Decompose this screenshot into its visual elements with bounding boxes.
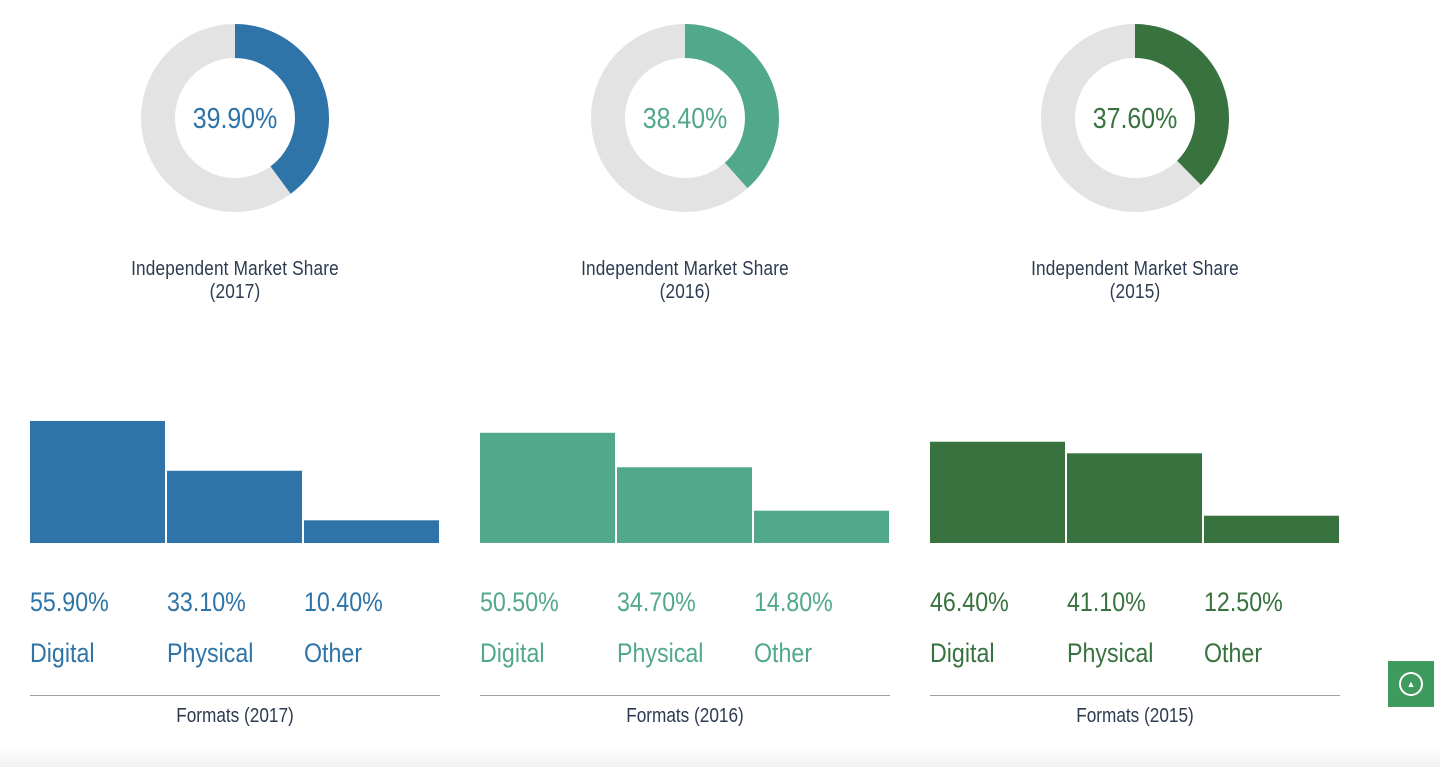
divider: [930, 695, 1340, 696]
stat-digital: 55.90% Digital: [30, 545, 166, 669]
stat-value: 10.40%: [304, 587, 383, 617]
formats-bars-svg: [480, 432, 889, 543]
donut-value-label: 39.90%: [193, 102, 278, 134]
formats-chart-2017: 55.90% Digital 33.10% Physical 10.40% Ot…: [30, 405, 440, 727]
bar-physical: [167, 470, 302, 543]
stat-value: 41.10%: [1067, 587, 1146, 617]
formats-caption: Formats (2017): [176, 705, 294, 727]
formats-caption: Formats (2015): [1076, 705, 1194, 727]
stat-physical: 41.10% Physical: [1067, 545, 1203, 669]
formats-caption: Formats (2016): [626, 705, 744, 727]
formats-chart-2015: 46.40% Digital 41.10% Physical 12.50% Ot…: [930, 405, 1340, 727]
bar-digital: [480, 432, 615, 543]
donut-caption: Independent Market Share (2017): [131, 258, 339, 303]
formats-stats: 55.90% Digital 33.10% Physical 10.40% Ot…: [30, 545, 440, 695]
stat-label: Physical: [1067, 638, 1154, 668]
donut-svg-2015: 37.60%: [1041, 24, 1229, 212]
stat-label: Digital: [480, 638, 545, 668]
donut-arc: [1041, 24, 1229, 212]
formats-chart-2016: 50.50% Digital 34.70% Physical 14.80% Ot…: [480, 405, 890, 727]
stat-digital: 50.50% Digital: [480, 545, 616, 669]
formats-bars-svg: [930, 441, 1339, 543]
stat-value: 14.80%: [754, 587, 833, 617]
bar-other: [1204, 515, 1339, 543]
stat-value: 55.90%: [30, 587, 109, 617]
stat-label: Digital: [930, 638, 995, 668]
donut-chart-2015: 37.60% Independent Market Share (2015): [985, 18, 1285, 304]
stat-other: 12.50% Other: [1204, 545, 1340, 669]
bar-other: [754, 510, 889, 543]
formats-stats: 46.40% Digital 41.10% Physical 12.50% Ot…: [930, 545, 1340, 695]
stat-label: Physical: [167, 638, 254, 668]
divider: [480, 695, 890, 696]
bar-digital: [930, 441, 1065, 543]
bar-physical: [1067, 453, 1202, 543]
stat-value: 33.10%: [167, 587, 246, 617]
stat-other: 10.40% Other: [304, 545, 440, 669]
stat-physical: 33.10% Physical: [167, 545, 303, 669]
stat-label: Other: [754, 638, 813, 668]
bar-digital: [30, 421, 165, 543]
donut-chart-2017: 39.90% Independent Market Share (2017): [85, 18, 385, 304]
formats-stats: 50.50% Digital 34.70% Physical 14.80% Ot…: [480, 545, 890, 695]
stat-other: 14.80% Other: [754, 545, 890, 669]
donut-caption: Independent Market Share (2015): [1031, 258, 1239, 303]
formats-bars-svg: [30, 421, 439, 543]
donut-chart-2016: 38.40% Independent Market Share (2016): [535, 18, 835, 304]
donut-value-label: 37.60%: [1093, 102, 1178, 134]
donut-arc: [591, 24, 779, 212]
stat-value: 46.40%: [930, 587, 1009, 617]
stat-label: Physical: [617, 638, 704, 668]
bar-other: [304, 520, 439, 543]
stat-value: 12.50%: [1204, 587, 1283, 617]
bar-physical: [617, 467, 752, 543]
donut-svg-2016: 38.40%: [591, 24, 779, 212]
donut-svg-2017: 39.90%: [141, 24, 329, 212]
stat-label: Digital: [30, 638, 95, 668]
scroll-to-top-button[interactable]: ▲: [1388, 661, 1434, 707]
stat-value: 50.50%: [480, 587, 559, 617]
page-bottom-edge: [0, 748, 1440, 767]
stat-value: 34.70%: [617, 587, 696, 617]
donut-value-label: 38.40%: [643, 102, 728, 134]
stat-label: Other: [304, 638, 363, 668]
donut-arc: [141, 24, 329, 212]
stat-label: Other: [1204, 638, 1263, 668]
chevron-up-circle-icon: ▲: [1399, 672, 1423, 696]
divider: [30, 695, 440, 696]
stat-digital: 46.40% Digital: [930, 545, 1066, 669]
stat-physical: 34.70% Physical: [617, 545, 753, 669]
donut-caption: Independent Market Share (2016): [581, 258, 789, 303]
